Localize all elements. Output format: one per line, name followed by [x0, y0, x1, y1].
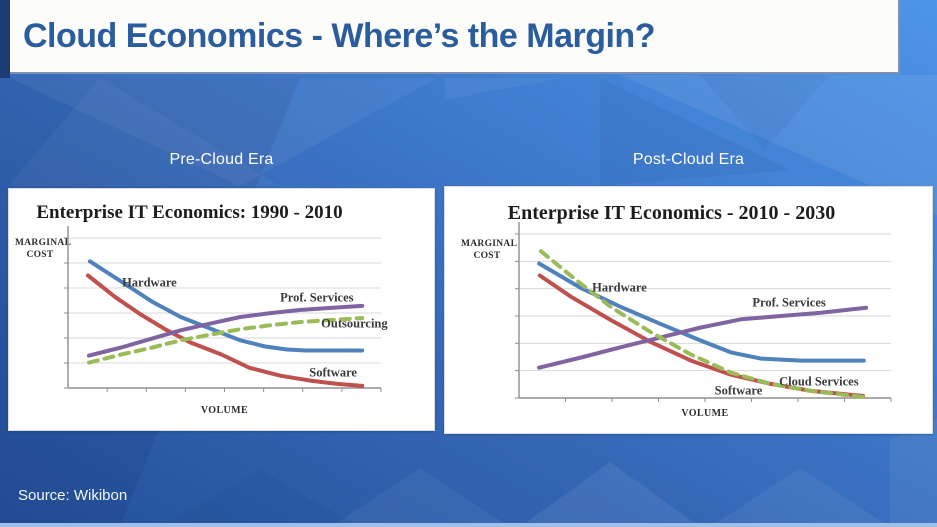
chart-title: Enterprise IT Economics - 2010 - 2030	[507, 202, 836, 224]
plot-svg	[64, 226, 382, 392]
source-text: Source: Wikibon	[18, 487, 128, 504]
pre-cloud-era-label: Pre-Cloud Era	[169, 151, 274, 168]
plot-svg	[515, 222, 892, 402]
pre-cloud-plot-area: Hardware Software Prof. Services Outsourcin…	[64, 226, 388, 392]
series-line-outsourcing	[87, 316, 365, 365]
x-axis-label: VOLUME	[681, 408, 729, 419]
bottom-accent-strip	[0, 523, 937, 527]
post-cloud-plot-area: Hardware Software Prof. Services Cloud Serv…	[515, 222, 892, 402]
post-cloud-chart-card: Enterprise IT Economics - 2010 - 2030 MA…	[444, 186, 933, 434]
pre-cloud-chart-card: Enterprise IT Economics: 1990 - 2010 MAR…	[8, 188, 435, 431]
series-line-prof-services	[87, 303, 365, 358]
title-banner: Cloud Economics - Where’s the Margin?	[10, 0, 900, 74]
y-axis-label: MARGINAL COST	[461, 239, 518, 262]
series-line-software	[86, 273, 365, 388]
slide-left-edge	[0, 0, 10, 78]
chart-title: Enterprise IT Economics: 1990 - 2010	[36, 202, 343, 223]
series-line-prof-services	[537, 305, 869, 370]
x-axis-label: VOLUME	[200, 405, 249, 416]
post-cloud-era-label: Post-Cloud Era	[632, 151, 745, 168]
series-line-cloud-services	[538, 249, 866, 399]
slide-title: Cloud Economics - Where’s the Margin?	[23, 16, 655, 55]
series-line-hardware	[87, 259, 365, 353]
y-axis-label: MARGINAL COST	[15, 238, 72, 261]
